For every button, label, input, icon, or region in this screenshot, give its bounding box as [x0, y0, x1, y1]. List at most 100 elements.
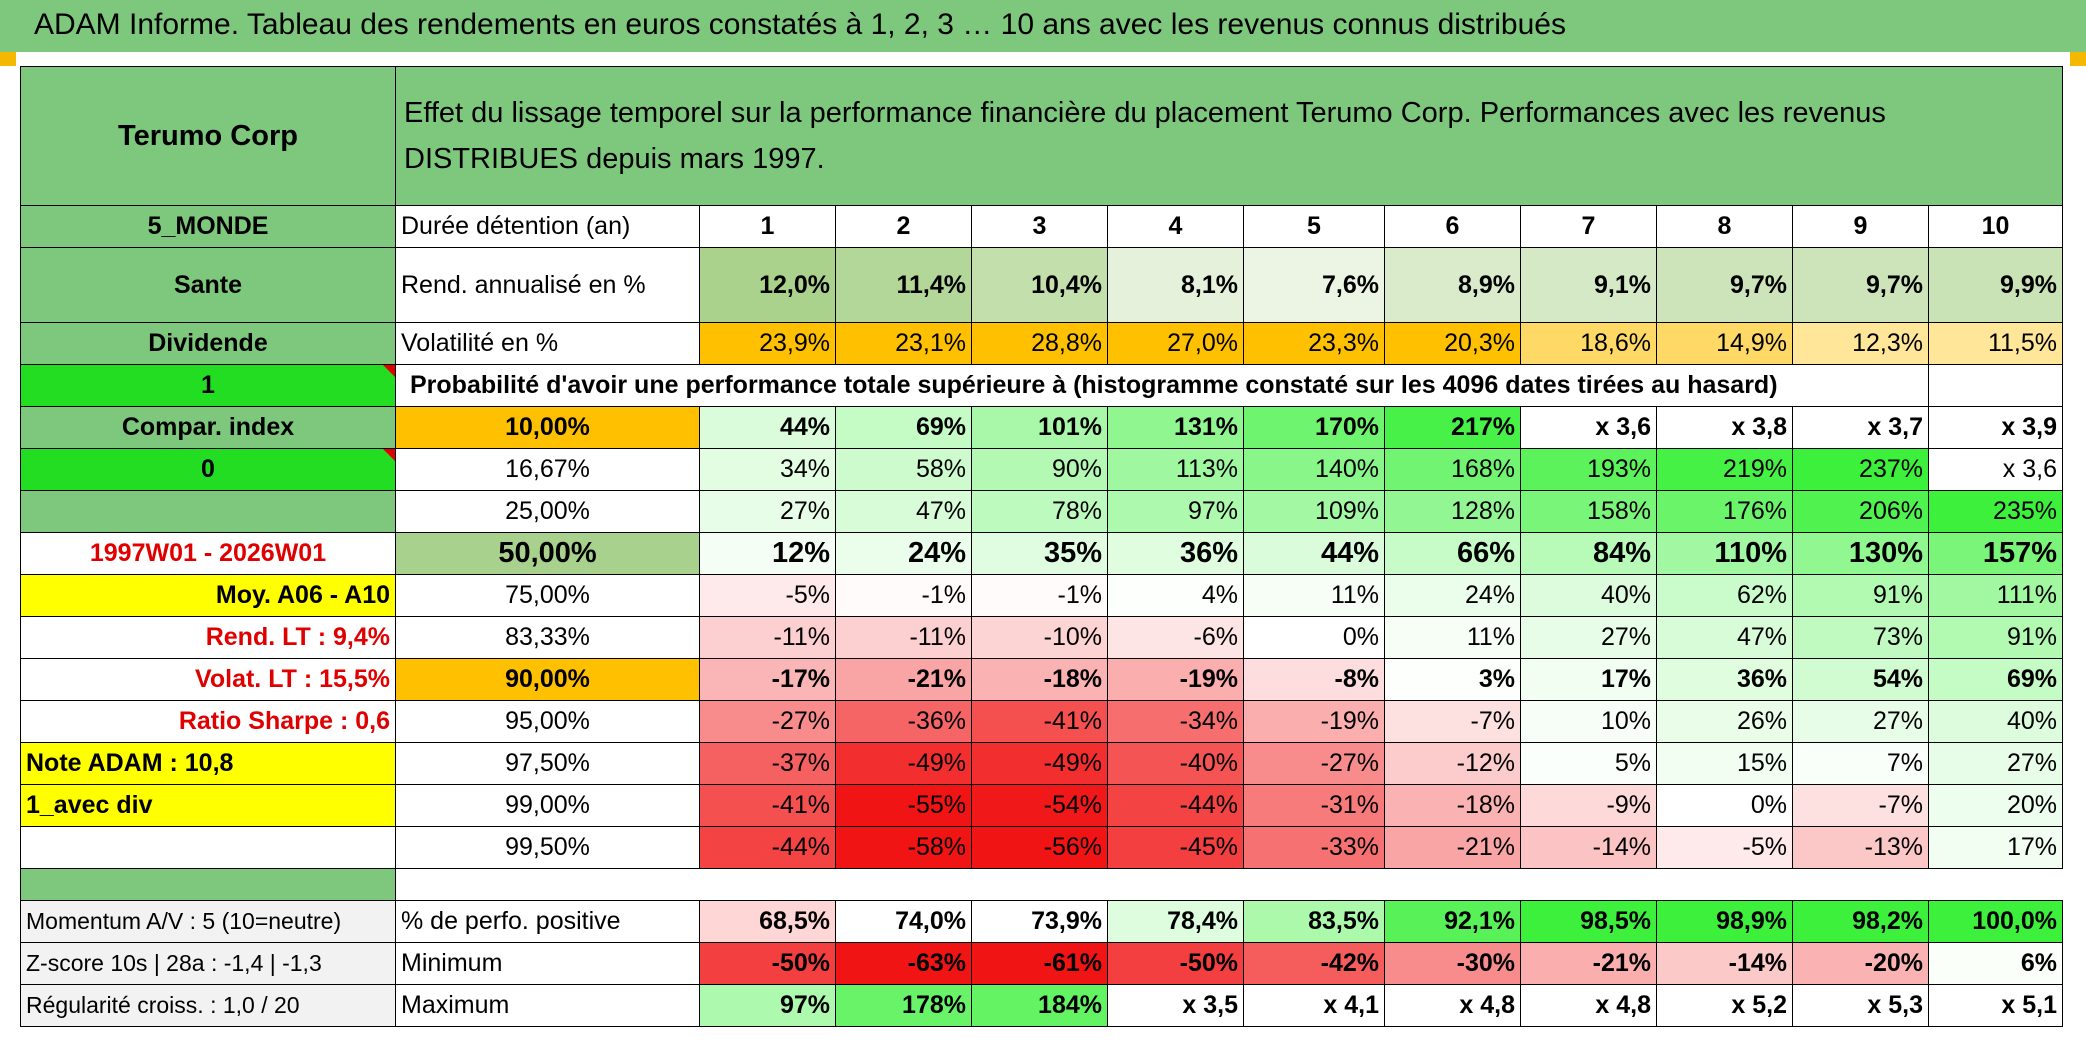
- prob-value-cell: 47%: [1656, 616, 1793, 659]
- probability-threshold: 99,50%: [395, 826, 700, 869]
- probability-threshold: 16,67%: [395, 448, 700, 491]
- prob-value-cell: -40%: [1107, 742, 1244, 785]
- prob-row: 0 16,67% 34% 58% 90% 113% 140% 168% 193% 219% 237…: [20, 448, 2063, 491]
- prob-value-cell: 17%: [1520, 658, 1657, 701]
- rend-cell: 11,4%: [835, 247, 972, 323]
- prob-value-cell: -10%: [971, 616, 1108, 659]
- prob-value-cell: -31%: [1243, 784, 1385, 827]
- proba-label: Probabilité d'avoir une performance tota…: [395, 364, 1929, 407]
- year-header: 5: [1243, 205, 1385, 248]
- prob-value-cell: 12%: [699, 532, 836, 575]
- prob-value-cell: -1%: [835, 574, 972, 617]
- prob-value-cell: 44%: [1243, 532, 1385, 575]
- prob-value-cell: -12%: [1384, 742, 1521, 785]
- prob-value-cell: 97%: [1107, 490, 1244, 533]
- rend-cell: 7,6%: [1243, 247, 1385, 323]
- positive-cell: 98,2%: [1792, 900, 1929, 943]
- header-row: Terumo Corp Effet du lissage temporel su…: [20, 66, 2063, 206]
- corner-marker-top-right: [2070, 52, 2086, 66]
- report-title-bar: ADAM Informe. Tableau des rendements en …: [0, 0, 2086, 52]
- prob-value-cell: 27%: [1792, 700, 1929, 743]
- prob-value-cell: -41%: [699, 784, 836, 827]
- prob-row: 25,00% 27% 47% 78% 97% 109% 128% 158% 176% 206% 23…: [20, 490, 2063, 533]
- rend-cell: 8,1%: [1107, 247, 1244, 323]
- prob-value-cell: -44%: [699, 826, 836, 869]
- minimum-cell: 6%: [1928, 942, 2063, 985]
- probability-threshold: 10,00%: [395, 406, 700, 449]
- prob-value-cell: 36%: [1656, 658, 1793, 701]
- prob-value-cell: 47%: [835, 490, 972, 533]
- description: Effet du lissage temporel sur la perform…: [395, 66, 2063, 206]
- vol-cell: 23,1%: [835, 322, 972, 365]
- prob-value-cell: 54%: [1792, 658, 1929, 701]
- probability-threshold: 75,00%: [395, 574, 700, 617]
- maximum-cell: x 4,8: [1520, 984, 1657, 1027]
- probability-threshold: 90,00%: [395, 658, 700, 701]
- prob-row: Rend. LT : 9,4% 83,33% -11% -11% -10% -6% 0% 1…: [20, 616, 2063, 659]
- spacer-row: [20, 868, 2063, 901]
- prob-row: Note ADAM : 10,8 97,50% -37% -49% -49% -40% -…: [20, 742, 2063, 785]
- prob-value-cell: -11%: [835, 616, 972, 659]
- prob-value-cell: -54%: [971, 784, 1108, 827]
- prob-value-cell: 90%: [971, 448, 1108, 491]
- prob-value-cell: -21%: [835, 658, 972, 701]
- prob-value-cell: 24%: [1384, 574, 1521, 617]
- vol-cell: 28,8%: [971, 322, 1108, 365]
- prob-value-cell: 35%: [971, 532, 1108, 575]
- prob-value-cell: 20%: [1928, 784, 2063, 827]
- prob-value-cell: 113%: [1107, 448, 1244, 491]
- positive-cell: 98,9%: [1656, 900, 1793, 943]
- years-row: 5_MONDE Durée détention (an) 1 2 3 4 5 6 7 8 9 10: [20, 205, 2063, 248]
- minimum-label: Minimum: [395, 942, 700, 985]
- prob-value-cell: 157%: [1928, 532, 2063, 575]
- prob-value-cell: -49%: [835, 742, 972, 785]
- prob-value-cell: 58%: [835, 448, 972, 491]
- prob-value-cell: 24%: [835, 532, 972, 575]
- corner-marker-top-left: [0, 52, 16, 66]
- year-header: 6: [1384, 205, 1521, 248]
- prob-value-cell: 168%: [1384, 448, 1521, 491]
- positive-cell: 74,0%: [835, 900, 972, 943]
- prob-value-cell: -9%: [1520, 784, 1657, 827]
- prob-row: 1997W01 - 2026W01 50,00% 12% 24% 35% 36% 44% 6…: [20, 532, 2063, 575]
- minimum-cell: -20%: [1792, 942, 1929, 985]
- year-header: 4: [1107, 205, 1244, 248]
- maximum-cell: 97%: [699, 984, 836, 1027]
- minimum-cell: -50%: [699, 942, 836, 985]
- avec-div-label: 1_avec div: [20, 784, 396, 827]
- spacer: [396, 869, 2063, 901]
- moy-label: Moy. A06 - A10: [20, 574, 396, 617]
- vol-cell: 27,0%: [1107, 322, 1244, 365]
- spacer-green: [20, 868, 396, 901]
- probability-threshold: 99,00%: [395, 784, 700, 827]
- minimum-cell: -30%: [1384, 942, 1521, 985]
- prob-row: 99,50% -44% -58% -56% -45% -33% -21% -14% -5% -13…: [20, 826, 2063, 869]
- prob-value-cell: -19%: [1243, 700, 1385, 743]
- prob-value-cell: 111%: [1928, 574, 2063, 617]
- prob-value-cell: 131%: [1107, 406, 1244, 449]
- rend-cell: 9,7%: [1792, 247, 1929, 323]
- prob-value-cell: 219%: [1656, 448, 1793, 491]
- zscore-label: Z-score 10s | 28a : -1,4 | -1,3: [20, 942, 396, 985]
- prob-value-cell: 5%: [1520, 742, 1657, 785]
- rend-label: Rend. annualisé en %: [395, 247, 700, 323]
- year-header: 7: [1520, 205, 1657, 248]
- prob-value-cell: -44%: [1107, 784, 1244, 827]
- year-header: 8: [1656, 205, 1793, 248]
- maximum-cell: x 3,5: [1107, 984, 1244, 1027]
- prob-value-cell: -21%: [1384, 826, 1521, 869]
- prob-value-cell: 193%: [1520, 448, 1657, 491]
- minimum-cell: -42%: [1243, 942, 1385, 985]
- prob-value-cell: 34%: [699, 448, 836, 491]
- maximum-label: Maximum: [395, 984, 700, 1027]
- prob-value-cell: -5%: [699, 574, 836, 617]
- vol-cell: 11,5%: [1928, 322, 2063, 365]
- prob-value-cell: 44%: [699, 406, 836, 449]
- vol-cell: 18,6%: [1520, 322, 1657, 365]
- year-header: 2: [835, 205, 972, 248]
- prob-value-cell: 78%: [971, 490, 1108, 533]
- note-label: Note ADAM : 10,8: [20, 742, 396, 785]
- prob-row: Ratio Sharpe : 0,6 95,00% -27% -36% -41% -34…: [20, 700, 2063, 743]
- regularite-label: Régularité croiss. : 1,0 / 20: [20, 984, 396, 1027]
- prob-value-cell: 91%: [1928, 616, 2063, 659]
